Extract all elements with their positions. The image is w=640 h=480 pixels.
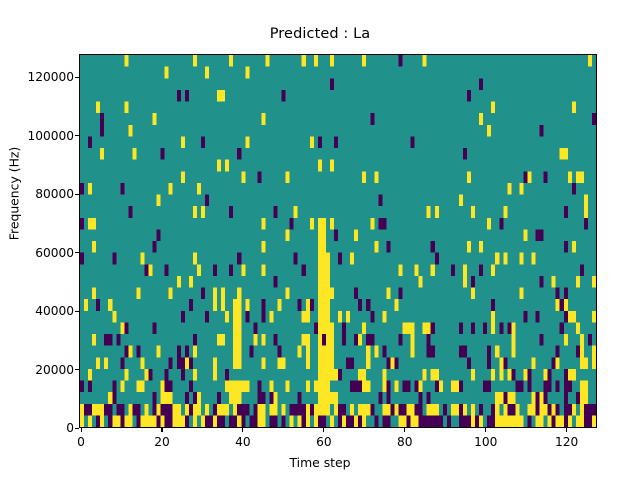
x-tick-label: 0 (77, 435, 85, 449)
x-tick-mark (485, 428, 487, 432)
x-tick-mark (404, 428, 406, 432)
x-tick-mark (566, 428, 568, 432)
y-axis-label: Frequency (Hz) (6, 146, 22, 241)
x-tick-label: 80 (397, 435, 413, 449)
x-tick-mark (242, 428, 244, 432)
y-tick-label: 20000 (35, 362, 74, 377)
x-tick-mark (161, 428, 163, 432)
x-tick-mark (323, 428, 325, 432)
heatmap-axes (79, 54, 597, 428)
y-tick-label: 120000 (27, 70, 74, 85)
x-tick-label: 120 (555, 435, 579, 449)
chart-title: Predicted : La (269, 26, 371, 42)
x-tick-label: 40 (235, 435, 251, 449)
x-axis-label: Time step (289, 455, 351, 470)
x-tick-label: 100 (474, 435, 498, 449)
y-tick-label: 40000 (35, 304, 74, 319)
y-tick-label: 0 (66, 421, 74, 435)
x-tick-label: 60 (316, 435, 332, 449)
x-tick-mark (80, 428, 82, 432)
x-tick-label: 20 (154, 435, 170, 449)
heatmap-image (80, 55, 596, 427)
